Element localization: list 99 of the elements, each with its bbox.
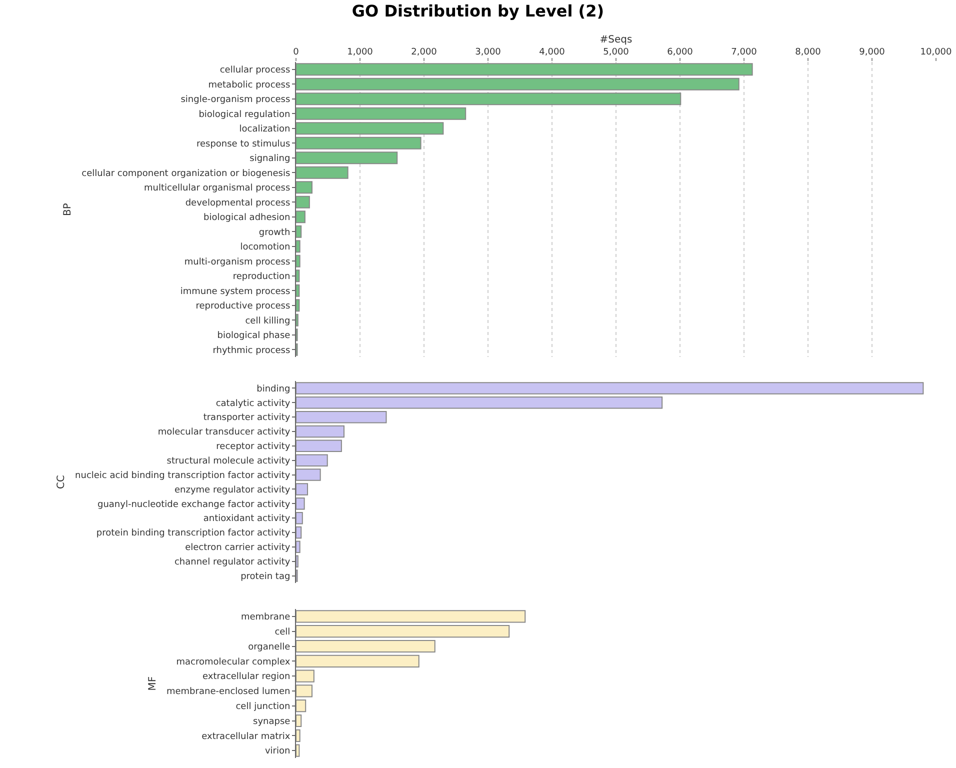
- x-tick-label: 0: [293, 47, 300, 58]
- bar: [296, 700, 306, 712]
- bar: [296, 410, 387, 424]
- bar: [296, 744, 300, 757]
- x-tick-label: 2,000: [411, 47, 438, 58]
- bar: [296, 654, 420, 668]
- x-tick-label: 7,000: [731, 47, 758, 58]
- bar: [296, 714, 302, 728]
- bar: [296, 136, 422, 150]
- y-tick-label: multi-organism process: [184, 257, 290, 268]
- bar: [296, 483, 308, 496]
- y-tick-label: virion: [264, 746, 290, 757]
- bar: [296, 440, 342, 452]
- bar: [296, 454, 328, 466]
- bar: [296, 610, 526, 623]
- y-tick-label: catalytic activity: [216, 398, 291, 409]
- y-tick-label: cellular process: [220, 66, 291, 76]
- y-tick-label: cellular component organization or biogenesis: [82, 168, 290, 179]
- bar: [296, 78, 740, 90]
- bar: [296, 254, 300, 268]
- y-tick-label: extracellular matrix: [202, 732, 291, 742]
- y-tick-label: cell: [274, 628, 290, 638]
- y-axis-title: BP: [62, 203, 74, 216]
- bar: [296, 540, 300, 554]
- y-axis-title: CC: [56, 475, 68, 489]
- y-tick-label: binding: [256, 384, 290, 394]
- x-tick-label: 6,000: [667, 47, 694, 58]
- y-tick-label: immune system process: [180, 286, 291, 297]
- y-tick-label: electron carrier activity: [185, 543, 291, 554]
- y-tick-label: biological phase: [217, 331, 291, 342]
- y-tick-label: cell killing: [245, 316, 290, 326]
- bar: [296, 684, 312, 698]
- bar: [296, 270, 300, 282]
- y-tick-label: organelle: [248, 642, 291, 652]
- y-tick-label: signaling: [250, 154, 290, 164]
- y-tick-label: transporter activity: [203, 413, 291, 424]
- bar: [296, 729, 300, 742]
- y-tick-label: antioxidant activity: [203, 514, 291, 524]
- y-tick-label: biological adhesion: [204, 213, 290, 224]
- y-tick-label: membrane: [240, 612, 291, 623]
- bar: [296, 299, 300, 312]
- y-tick-label: channel regulator activity: [174, 558, 291, 568]
- bar: [296, 63, 753, 76]
- y-tick-label: developmental process: [185, 198, 290, 208]
- x-tick-label: 3,000: [475, 47, 502, 58]
- x-tick-label: 8,000: [795, 47, 822, 58]
- x-tick-label: 1,000: [347, 47, 374, 58]
- bar: [296, 382, 924, 394]
- bar: [296, 240, 300, 253]
- y-tick-label: localization: [239, 124, 290, 135]
- y-tick-label: locomotion: [240, 242, 290, 253]
- bar: [296, 166, 348, 179]
- bar: [296, 152, 398, 164]
- y-tick-label: molecular transducer activity: [158, 428, 291, 438]
- bar: [296, 425, 344, 438]
- x-tick-label: 10,000: [920, 47, 952, 58]
- y-tick-label: structural molecule activity: [166, 456, 291, 467]
- bar: [296, 396, 663, 409]
- bar: [296, 122, 444, 135]
- y-tick-label: reproduction: [232, 272, 290, 282]
- bar: [296, 468, 321, 481]
- x-axis-title: #Seqs: [600, 34, 632, 46]
- y-tick-label: synapse: [253, 716, 291, 727]
- chart-title: GO Distribution by Level (2): [352, 2, 604, 21]
- y-tick-label: single-organism process: [180, 95, 290, 106]
- x-tick-label: 9,000: [859, 47, 886, 58]
- bar: [296, 512, 303, 524]
- bar: [296, 625, 510, 638]
- y-tick-label: cell junction: [236, 702, 290, 712]
- bar: [296, 640, 436, 653]
- y-axis-title: MF: [147, 676, 158, 691]
- y-tick-label: reproductive process: [196, 302, 291, 312]
- y-tick-label: multicellular organismal process: [144, 184, 291, 194]
- y-tick-label: receptor activity: [216, 442, 291, 452]
- bar: [296, 670, 314, 682]
- y-tick-label: nucleic acid binding transcription factor activity: [75, 470, 291, 481]
- bar: [296, 210, 306, 224]
- y-tick-label: guanyl-nucleotide exchange factor activity: [98, 500, 291, 510]
- y-tick-label: biological regulation: [198, 110, 290, 120]
- y-tick-label: growth: [258, 228, 290, 238]
- y-tick-label: enzyme regulator activity: [174, 485, 291, 496]
- bar: [296, 181, 312, 194]
- bar: [296, 92, 682, 106]
- y-tick-label: macromolecular complex: [176, 657, 291, 668]
- bar: [296, 196, 310, 208]
- y-tick-label: membrane-enclosed lumen: [166, 687, 290, 698]
- y-tick-label: extracellular region: [202, 672, 290, 682]
- bar: [296, 498, 305, 510]
- bar: [296, 526, 302, 539]
- y-tick-label: protein tag: [240, 572, 290, 582]
- bar: [296, 284, 300, 297]
- x-tick-label: 5,000: [603, 47, 630, 58]
- y-tick-label: protein binding transcription factor activity: [96, 528, 291, 539]
- bar: [296, 225, 302, 238]
- y-tick-label: rhythmic process: [212, 346, 291, 356]
- bar: [296, 107, 466, 120]
- x-tick-label: 4,000: [539, 47, 566, 58]
- y-tick-label: metabolic process: [208, 80, 291, 90]
- y-tick-label: response to stimulus: [196, 139, 291, 150]
